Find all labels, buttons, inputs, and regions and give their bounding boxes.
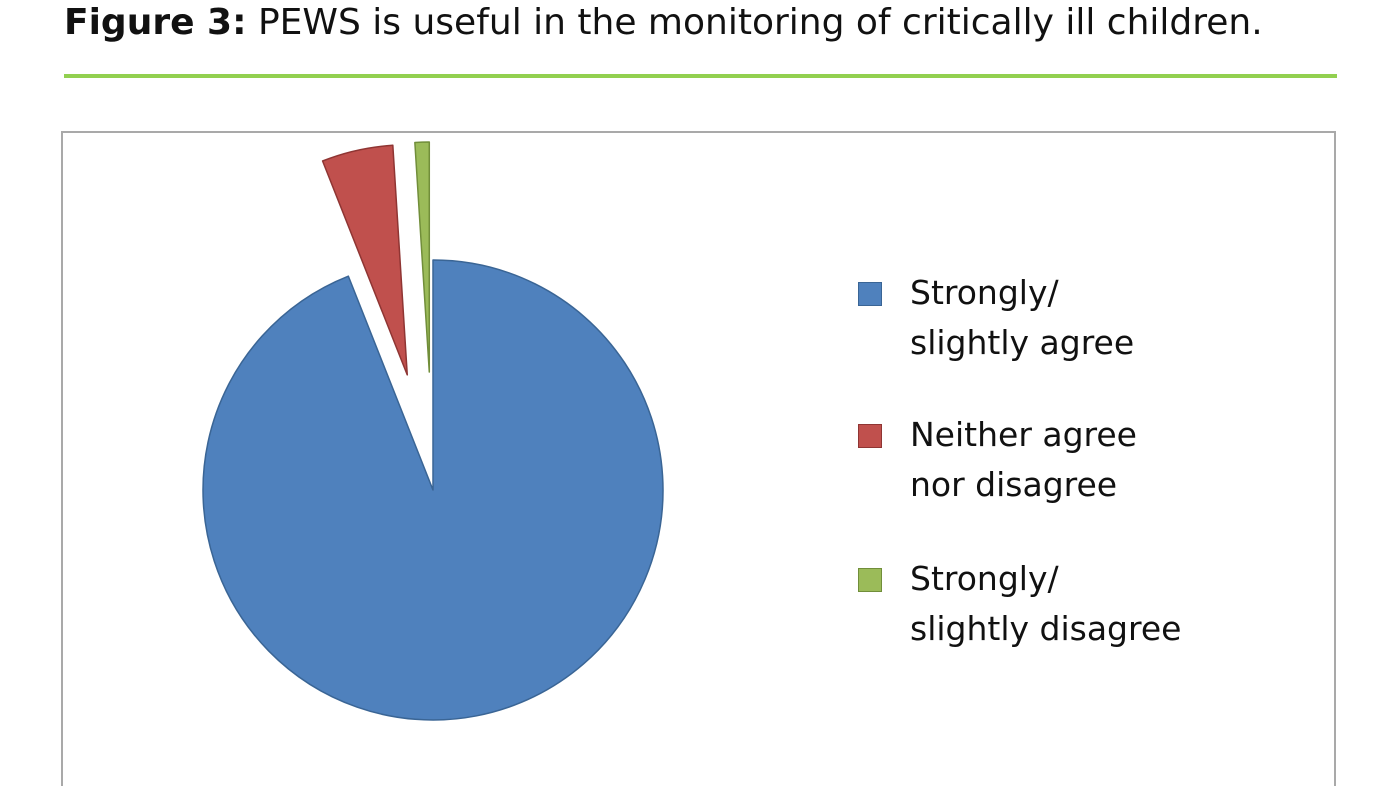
legend-swatch-disagree bbox=[858, 568, 882, 592]
pie-slice-disagree bbox=[414, 141, 431, 373]
figure-caption: Figure 3: PEWS is useful in the monitori… bbox=[64, 0, 1263, 50]
figure-label: Figure 3: bbox=[64, 2, 247, 43]
legend-label-disagree: Strongly/ slightly disagree bbox=[910, 559, 1182, 648]
caption-divider bbox=[64, 74, 1337, 78]
chart-frame bbox=[61, 131, 1336, 786]
pie-slices bbox=[202, 141, 664, 721]
legend-label-neutral: Neither agree nor disagree bbox=[910, 415, 1137, 504]
figure-title: PEWS is useful in the monitoring of crit… bbox=[257, 2, 1263, 43]
legend-swatch-neutral bbox=[858, 424, 882, 448]
pie-slice-neutral bbox=[321, 144, 409, 376]
pie-slice-agree bbox=[202, 259, 664, 721]
legend-label-agree: Strongly/ slightly agree bbox=[910, 273, 1135, 362]
legend-swatch-agree bbox=[858, 282, 882, 306]
